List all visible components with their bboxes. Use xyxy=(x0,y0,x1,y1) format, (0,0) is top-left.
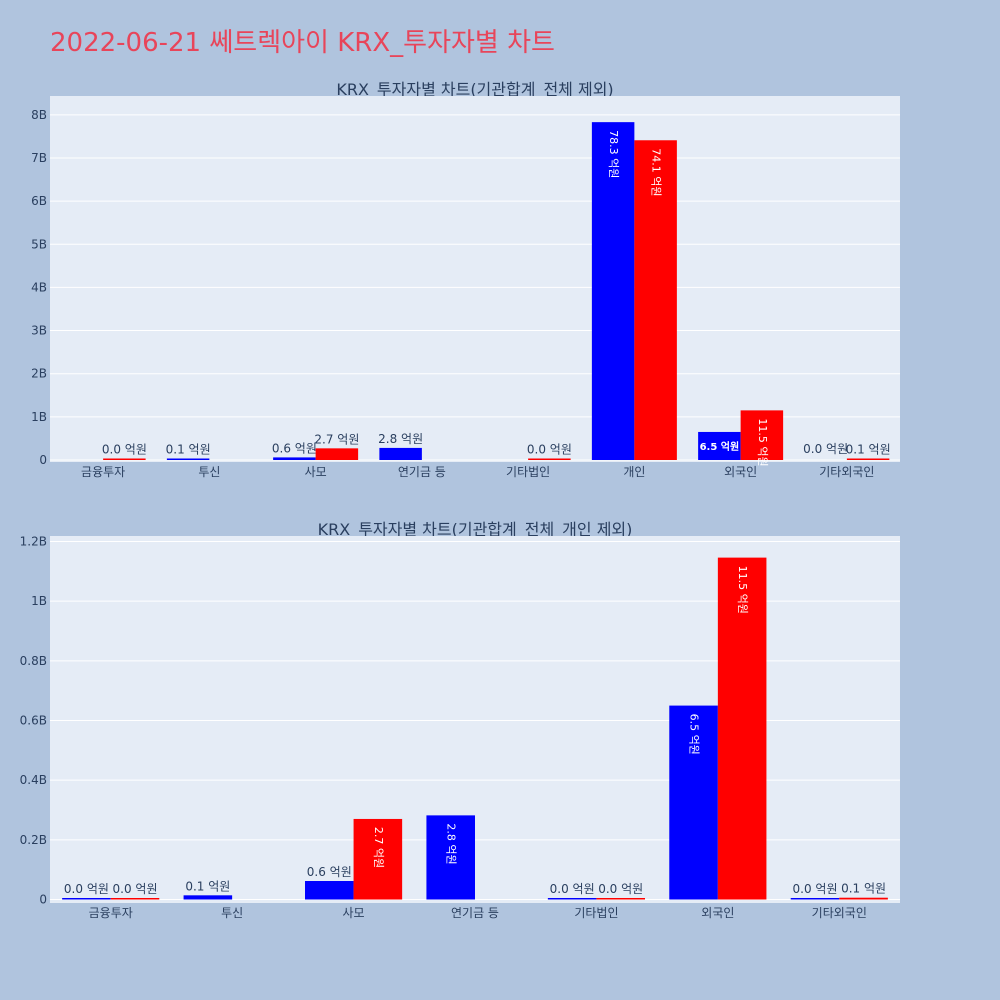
chart1-ytick-label: 5B xyxy=(31,237,47,251)
chart1-ytick-label: 0 xyxy=(39,453,47,467)
chart2-sell-bar xyxy=(717,557,767,900)
chart2-data-label: 0.6 억원 xyxy=(307,865,352,879)
chart1-data-label: 0.6 억원 xyxy=(272,441,317,455)
chart2-buy-bar xyxy=(547,898,597,900)
chart2-data-label: 0.1 억원 xyxy=(185,879,230,893)
chart1-xtick-label: 투신 xyxy=(198,465,220,479)
chart1-sell-bar xyxy=(846,458,890,460)
chart1-plot-area xyxy=(50,96,900,462)
chart1-buy-bar xyxy=(166,458,210,460)
chart2-buy-bar xyxy=(790,898,840,900)
chart1-ytick-label: 1B xyxy=(31,410,47,424)
chart2-sell-bar xyxy=(839,897,888,900)
chart2-title: KRX_투자자별 차트(기관합계_전체_개인 제외) xyxy=(318,520,633,540)
chart1-xtick-label: 기타법인 xyxy=(506,465,550,479)
chart1-data-label: 0.1 억원 xyxy=(846,443,891,457)
chart1-data-label: 2.7 억원 xyxy=(314,432,359,446)
chart1-xtick-label: 금융투자 xyxy=(81,465,125,479)
chart2-buy-bar xyxy=(426,815,475,900)
chart1-sell-bar xyxy=(528,458,571,460)
chart1-data-label: 74.1 억원 xyxy=(650,148,663,196)
chart1-xtick-label: 외국인 xyxy=(724,465,757,479)
chart1-ytick-label: 2B xyxy=(31,367,47,381)
chart2-data-label: 0.0 억원 xyxy=(550,882,595,896)
chart1-xtick-label: 개인 xyxy=(623,465,645,479)
chart1-xtick-label: 사모 xyxy=(305,465,327,479)
chart-bottom: KRX_투자자별 차트(기관합계_전체_개인 제외) 0 0.2B 0.4B 0.6B 0… xyxy=(20,520,900,920)
chart2-data-label: 0.0 억원 xyxy=(113,882,158,896)
chart1-ytick-label: 4B xyxy=(31,280,47,294)
chart1-ytick-label: 6B xyxy=(31,194,47,208)
chart1-xtick-label: 연기금 등 xyxy=(398,465,446,479)
chart1-data-label: 6.5 억원 xyxy=(700,440,740,453)
chart2-xtick-label: 금융투자 xyxy=(89,906,133,920)
chart1-title: KRX_투자자별 차트(기관합계_전체 제외) xyxy=(336,80,613,100)
chart1-data-label: 11.5 억원 xyxy=(756,418,769,466)
chart2-buy-bar xyxy=(305,881,354,900)
chart2-ytick-label: 1B xyxy=(31,594,47,608)
chart1-data-label: 0.1 억원 xyxy=(166,443,211,457)
chart2-sell-bar xyxy=(353,818,403,900)
chart1-xtick-label: 기타외국인 xyxy=(819,465,874,479)
chart2-data-label: 11.5 억원 xyxy=(736,566,749,614)
chart1-data-label: 0.0 억원 xyxy=(803,442,848,456)
chart1-buy-bar xyxy=(379,447,422,460)
chart1-ytick-label: 8B xyxy=(31,108,47,122)
chart1-data-label: 78.3 억원 xyxy=(607,130,620,178)
chart1-ytick-label: 7B xyxy=(31,151,47,165)
chart-top: KRX_투자자별 차트(기관합계_전체 제외) 0 1B 2B 3B 4B 5B 6B 7B 8B… xyxy=(31,80,900,479)
chart1-data-label: 0.0 억원 xyxy=(527,443,572,457)
chart2-xtick-label: 사모 xyxy=(343,906,365,920)
chart2-data-label: 0.1 억원 xyxy=(841,882,886,896)
chart1-sell-bar xyxy=(634,140,677,460)
chart2-ytick-label: 0.8B xyxy=(20,654,47,668)
chart1-sell-bar xyxy=(103,458,146,460)
chart1-data-label: 2.8 억원 xyxy=(378,432,423,446)
chart2-sell-bar xyxy=(596,898,645,900)
chart2-data-label: 0.0 억원 xyxy=(64,882,109,896)
chart2-data-label: 2.8 억원 xyxy=(445,823,458,864)
chart2-ytick-label: 0.4B xyxy=(20,773,47,787)
page-title: 2022-06-21 쎄트렉아이 KRX_투자자별 차트 xyxy=(50,28,555,58)
chart2-ytick-label: 0 xyxy=(39,893,47,907)
chart2-buy-bar xyxy=(669,705,718,900)
chart2-buy-bar xyxy=(62,898,111,900)
chart2-xtick-label: 투신 xyxy=(221,906,243,920)
chart2-data-label: 6.5 억원 xyxy=(688,714,701,755)
chart1-sell-bar xyxy=(315,448,359,460)
chart2-buy-bar xyxy=(183,895,233,900)
chart2-xtick-label: 기타법인 xyxy=(574,906,618,920)
chart1-buy-bar xyxy=(273,457,316,460)
chart2-data-label: 0.0 억원 xyxy=(598,882,643,896)
chart2-xtick-label: 연기금 등 xyxy=(451,906,499,920)
chart2-data-label: 0.0 억원 xyxy=(793,882,838,896)
chart2-sell-bar xyxy=(110,898,160,900)
chart2-data-label: 2.7 억원 xyxy=(372,827,385,868)
chart2-xtick-label: 기타외국인 xyxy=(812,906,867,920)
chart2-ytick-label: 0.6B xyxy=(20,714,47,728)
chart1-sell-bar xyxy=(740,410,784,460)
chart2-ytick-label: 0.2B xyxy=(20,833,47,847)
chart1-buy-bar xyxy=(698,431,741,460)
chart2-ytick-label: 1.2B xyxy=(20,535,47,549)
chart1-data-label: 0.0 억원 xyxy=(102,443,147,457)
chart1-ytick-label: 3B xyxy=(31,324,47,338)
chart1-buy-bar xyxy=(591,122,635,461)
chart2-xtick-label: 외국인 xyxy=(701,906,734,920)
